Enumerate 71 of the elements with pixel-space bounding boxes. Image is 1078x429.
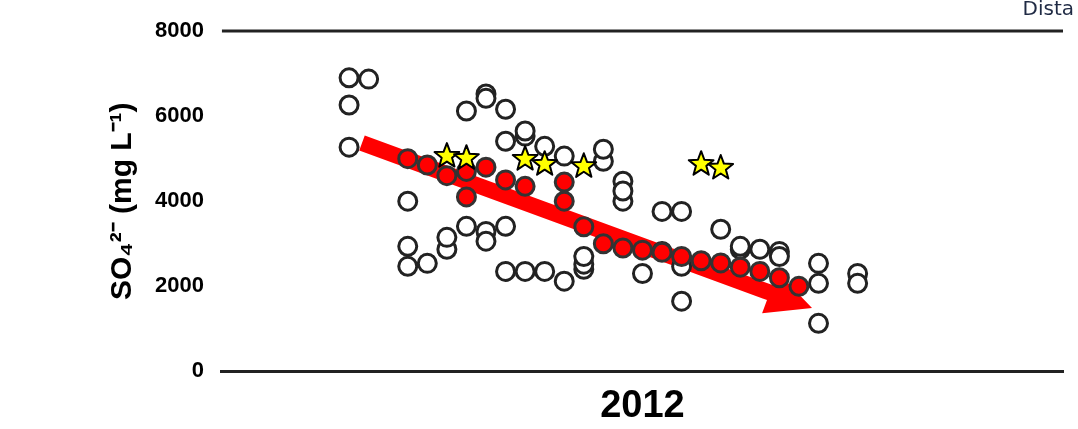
y-tick-label: 2000 xyxy=(154,272,204,298)
point xyxy=(553,190,575,212)
point xyxy=(553,270,575,292)
point xyxy=(514,175,536,197)
point xyxy=(495,130,517,152)
point xyxy=(455,100,477,122)
point xyxy=(710,218,732,240)
point xyxy=(671,290,693,312)
point xyxy=(534,135,556,157)
point xyxy=(338,67,360,89)
point xyxy=(495,260,517,282)
point xyxy=(531,150,559,176)
y-tick-label: 0 xyxy=(191,357,204,383)
point xyxy=(631,239,653,261)
point xyxy=(808,252,830,274)
point xyxy=(475,230,497,252)
point xyxy=(687,150,715,176)
point xyxy=(768,246,790,268)
point xyxy=(729,256,751,278)
point xyxy=(397,148,419,170)
y-axis-title: SO₄²⁻ (mg L⁻¹) xyxy=(104,102,138,300)
point xyxy=(455,186,477,208)
point xyxy=(495,98,517,120)
point xyxy=(338,94,360,116)
y-tick-label: 8000 xyxy=(154,17,204,43)
point xyxy=(690,250,712,272)
text: Dista xyxy=(1022,0,1074,21)
point xyxy=(808,312,830,334)
point xyxy=(710,252,732,274)
point xyxy=(534,260,556,282)
point xyxy=(436,165,458,187)
point xyxy=(511,145,539,171)
point xyxy=(495,215,517,237)
point xyxy=(808,272,830,294)
point xyxy=(397,190,419,212)
point xyxy=(671,246,693,268)
point xyxy=(749,238,771,260)
point xyxy=(631,263,653,285)
point xyxy=(573,246,595,268)
point xyxy=(592,233,614,255)
point xyxy=(436,226,458,248)
point xyxy=(358,68,380,90)
point xyxy=(338,136,360,158)
point xyxy=(453,144,480,170)
point xyxy=(570,152,598,178)
point xyxy=(651,200,673,222)
point xyxy=(612,180,634,202)
point xyxy=(573,216,595,238)
point xyxy=(495,169,517,191)
y-tick-label: 6000 xyxy=(154,102,204,128)
point xyxy=(475,156,497,178)
point xyxy=(553,171,575,193)
y-tick-label: 4000 xyxy=(154,187,204,213)
point xyxy=(671,200,693,222)
point xyxy=(433,142,461,168)
point xyxy=(397,235,419,257)
point xyxy=(612,237,634,259)
x-axis-title: 2012 xyxy=(600,382,685,425)
point xyxy=(553,145,575,167)
point xyxy=(592,138,614,160)
point xyxy=(768,267,790,289)
point xyxy=(416,252,438,274)
point xyxy=(514,120,536,142)
point xyxy=(397,255,419,277)
point xyxy=(847,272,869,294)
point xyxy=(788,275,810,297)
point xyxy=(416,154,438,176)
point xyxy=(455,215,477,237)
point xyxy=(749,260,771,282)
point xyxy=(707,154,735,180)
point xyxy=(514,260,536,282)
